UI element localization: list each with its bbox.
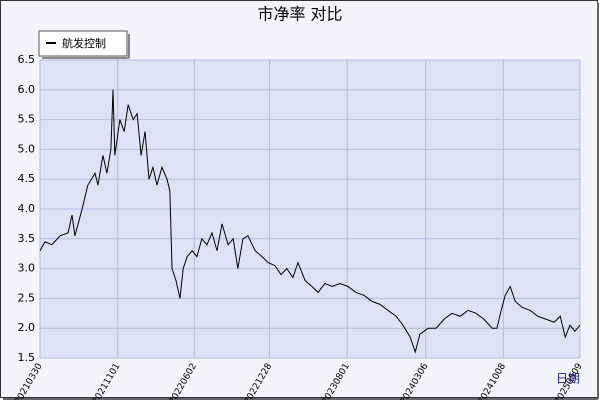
y-tick-label: 4.0	[18, 202, 36, 215]
y-tick-label: 2.0	[18, 321, 36, 334]
y-tick-label: 6.5	[18, 53, 36, 66]
legend-label: 航发控制	[62, 36, 106, 50]
y-tick-label: 6.0	[18, 83, 36, 96]
y-tick-label: 3.0	[18, 262, 36, 275]
x-axis-label: 日期	[556, 372, 580, 386]
y-tick-label: 2.5	[18, 291, 36, 304]
y-tick-label: 1.5	[18, 351, 36, 364]
legend: 航发控制	[38, 30, 130, 59]
y-tick-label: 3.5	[18, 232, 36, 245]
y-tick-label: 4.5	[18, 172, 36, 185]
chart-title: 市净率 对比	[257, 5, 342, 24]
y-tick-label: 5.0	[18, 142, 36, 155]
y-tick-label: 5.5	[18, 113, 36, 126]
line-series	[39, 89, 581, 354]
